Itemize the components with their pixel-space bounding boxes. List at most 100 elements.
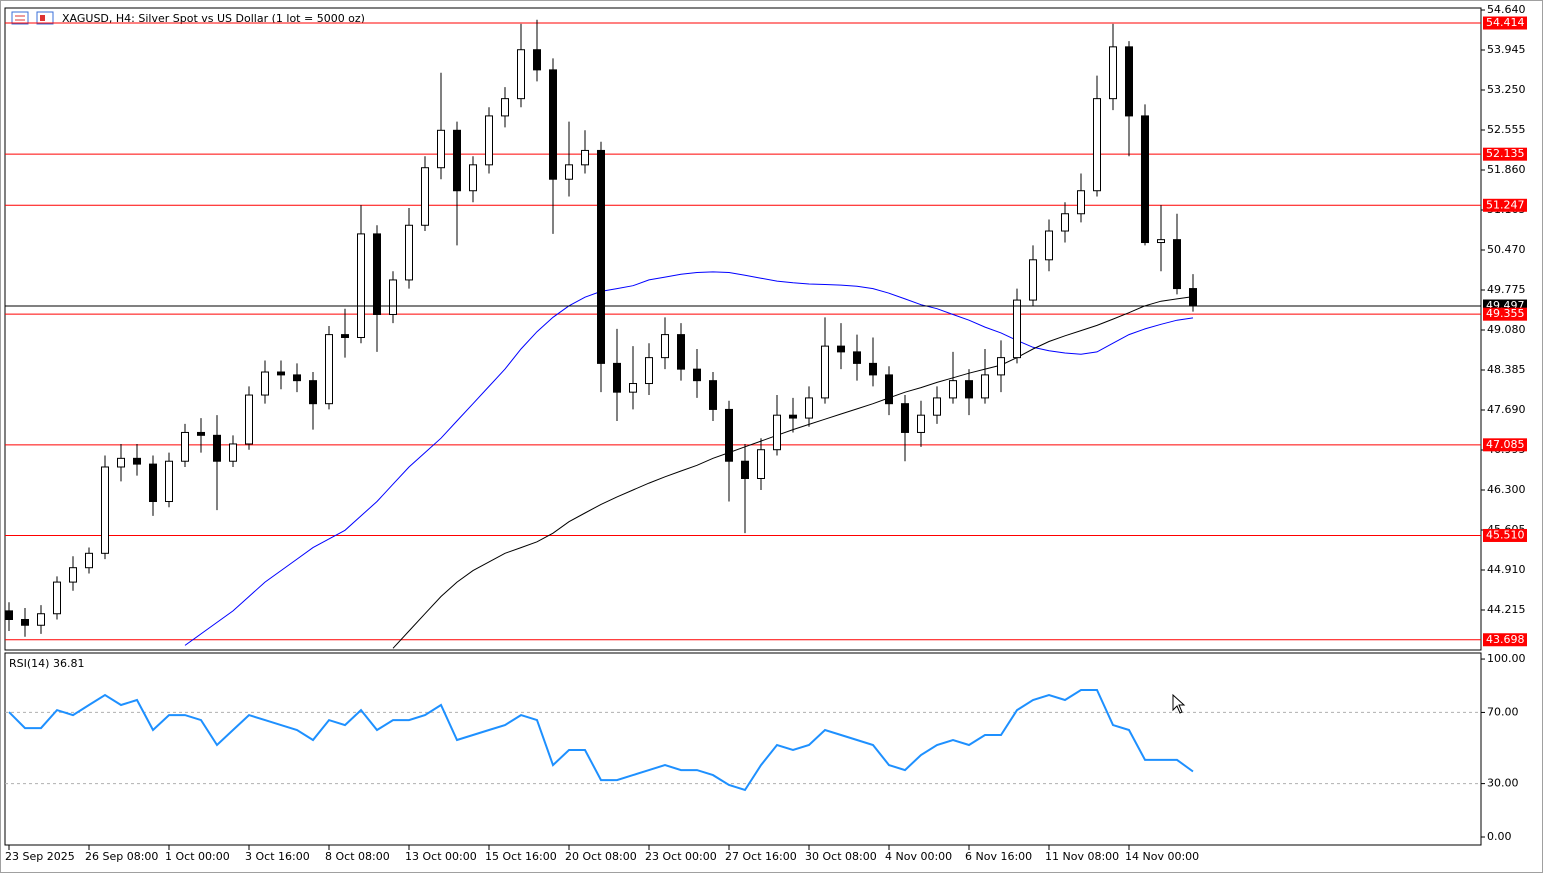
x-tick-label: 20 Oct 08:00 (565, 850, 637, 863)
y-tick-label: 48.385 (1487, 363, 1526, 376)
y-tick-label: 49.080 (1487, 323, 1526, 336)
candle-body (661, 334, 669, 359)
y-tick-label: 47.690 (1487, 403, 1526, 416)
candle-body (261, 371, 269, 396)
candle-body (581, 149, 589, 166)
candle-body (517, 49, 525, 100)
candle-body (821, 345, 829, 399)
indicator-title: RSI(14) 36.81 (9, 657, 84, 670)
candle-body (229, 443, 237, 462)
candle-body (949, 380, 957, 399)
level-label-box (1483, 198, 1527, 212)
candle-body (101, 466, 109, 554)
candle-body (1013, 299, 1021, 359)
candle-body (37, 613, 45, 626)
x-tick-label: 15 Oct 16:00 (485, 850, 557, 863)
candle-body (709, 380, 717, 410)
level-label-box (1483, 147, 1527, 161)
candle-body (309, 380, 317, 405)
y-tick-label: 52.555 (1487, 123, 1526, 136)
y-tick-label: 0.00 (1487, 830, 1512, 843)
x-tick-label: 13 Oct 00:00 (405, 850, 477, 863)
candle-body (453, 129, 461, 192)
y-tick-label: 46.300 (1487, 483, 1526, 496)
candle-body (389, 279, 397, 315)
x-tick-label: 26 Sep 08:00 (85, 850, 158, 863)
candle-body (69, 567, 77, 583)
y-tick-label: 44.215 (1487, 603, 1526, 616)
candle-body (341, 334, 349, 338)
candle-body (1141, 115, 1149, 244)
candle-body (853, 351, 861, 364)
candle-body (1045, 230, 1053, 261)
candle-body (789, 414, 797, 419)
candle-body (693, 368, 701, 382)
level-label-box (1483, 528, 1527, 542)
candle-body (1109, 46, 1117, 100)
candle-body (5, 610, 13, 620)
icon-bar (40, 15, 45, 21)
plot-layer: 54.64053.94553.25052.55551.86051.16550.4… (5, 3, 1527, 863)
candle-body (373, 233, 381, 315)
candle-body (405, 224, 413, 281)
y-tick-label: 53.945 (1487, 43, 1526, 56)
candle-body (869, 362, 877, 376)
candle-body (165, 460, 173, 503)
candle-body (1157, 239, 1165, 244)
candle-body (325, 334, 333, 405)
candle-body (1189, 288, 1197, 307)
candle-body (677, 334, 685, 370)
rsi-pane-frame (4, 652, 1482, 846)
candle-body (293, 374, 301, 382)
x-tick-label: 14 Nov 00:00 (1125, 850, 1199, 863)
y-tick-label: 53.250 (1487, 83, 1526, 96)
y-tick-label: 100.00 (1487, 652, 1526, 665)
candle-body (1093, 98, 1101, 192)
candle-body (21, 618, 29, 626)
x-tick-label: 23 Sep 2025 (5, 850, 75, 863)
candle-body (501, 98, 509, 117)
candle-body (181, 431, 189, 462)
symbol-icons[interactable] (11, 11, 54, 25)
candle-body (197, 431, 205, 436)
candle-body (1061, 213, 1069, 232)
rsi-line (8, 689, 1194, 792)
y-tick-label: 50.470 (1487, 243, 1526, 256)
candle-body (597, 149, 605, 364)
icon-list[interactable] (11, 11, 29, 25)
candle-body (917, 414, 925, 433)
candle-body (981, 374, 989, 399)
y-tick-label: 54.640 (1487, 3, 1526, 16)
candle-body (1029, 259, 1037, 301)
candle-body (133, 457, 141, 465)
y-tick-label: 49.775 (1487, 283, 1526, 296)
candle-body (421, 167, 429, 226)
candle-body (245, 394, 253, 445)
level-label: 49.355 (1486, 307, 1525, 320)
x-tick-label: 23 Oct 00:00 (645, 850, 717, 863)
y-tick-label: 44.910 (1487, 563, 1526, 576)
candle-body (357, 233, 365, 338)
level-label: 47.085 (1486, 438, 1525, 451)
x-tick-label: 8 Oct 08:00 (325, 850, 390, 863)
x-tick-label: 6 Nov 16:00 (965, 850, 1032, 863)
level-label: 54.414 (1486, 16, 1525, 29)
candle-body (533, 49, 541, 71)
candle-body (213, 434, 221, 462)
x-tick-label: 27 Oct 16:00 (725, 850, 797, 863)
candle-body (549, 69, 557, 180)
candle-body (773, 414, 781, 451)
mouse-cursor (1172, 693, 1186, 714)
candle-body (933, 397, 941, 416)
x-tick-label: 30 Oct 08:00 (805, 850, 877, 863)
x-tick-label: 4 Nov 00:00 (885, 850, 952, 863)
candle-body (645, 357, 653, 385)
x-tick-label: 11 Nov 08:00 (1045, 850, 1119, 863)
candle-body (1125, 46, 1133, 117)
level-label-box (1483, 633, 1527, 647)
candle-body (757, 449, 765, 479)
level-label: 43.698 (1486, 633, 1525, 646)
candle-body (965, 380, 973, 399)
y-tick-label: 30.00 (1487, 777, 1519, 790)
